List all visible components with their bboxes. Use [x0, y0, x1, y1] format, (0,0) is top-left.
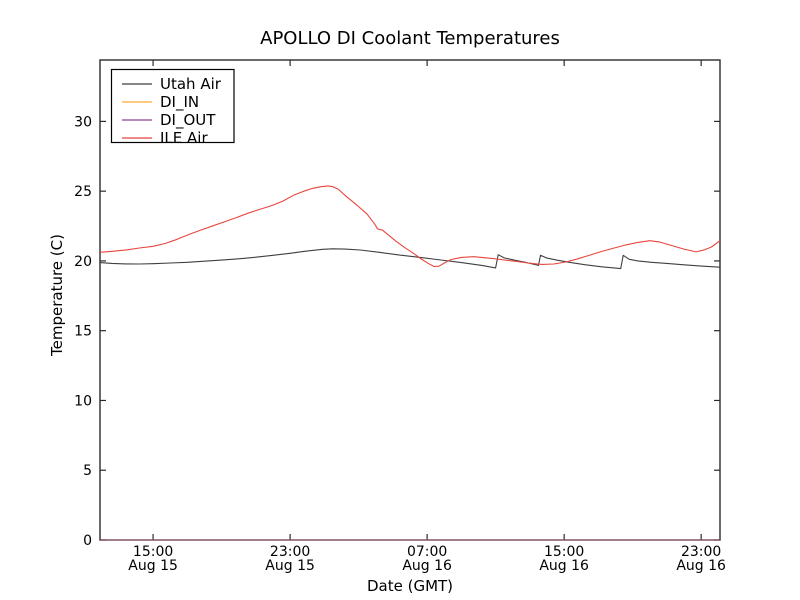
y-tick-label: 25 [74, 184, 92, 200]
y-tick-label: 30 [74, 114, 92, 130]
legend-label-utah-air: Utah Air [160, 75, 222, 93]
x-axis-label: Date (GMT) [367, 577, 453, 595]
x-tick-label-date: Aug 15 [128, 558, 178, 574]
legend-label-ile-air: ILE Air [160, 129, 208, 147]
legend-label-di-in: DI_IN [160, 93, 199, 112]
y-tick-label: 5 [83, 463, 92, 479]
x-tick-label: 15:00 [133, 544, 173, 560]
x-tick-label-date: Aug 16 [539, 558, 589, 574]
series-line-utah-air [99, 248, 721, 270]
y-tick-label: 0 [83, 533, 92, 549]
legend-box [110, 68, 235, 144]
x-tick-label: 07:00 [407, 544, 447, 560]
series-line-ile-air [99, 185, 721, 268]
y-tick-label: 15 [74, 324, 92, 340]
y-tick-label: 10 [74, 393, 92, 409]
data-series [99, 185, 721, 541]
x-tick-label-date: Aug 16 [676, 558, 726, 574]
x-tick-label: 23:00 [681, 544, 721, 560]
y-axis-label: Temperature (C) [48, 234, 66, 357]
y-tick-label: 20 [74, 254, 92, 270]
legend-label-di-out: DI_OUT [160, 111, 216, 130]
x-tick-label-date: Aug 15 [265, 558, 315, 574]
x-tick-label: 15:00 [544, 544, 584, 560]
x-tick-label: 23:00 [270, 544, 310, 560]
chart-title: APOLLO DI Coolant Temperatures [260, 28, 560, 49]
x-tick-label-date: Aug 16 [402, 558, 452, 574]
